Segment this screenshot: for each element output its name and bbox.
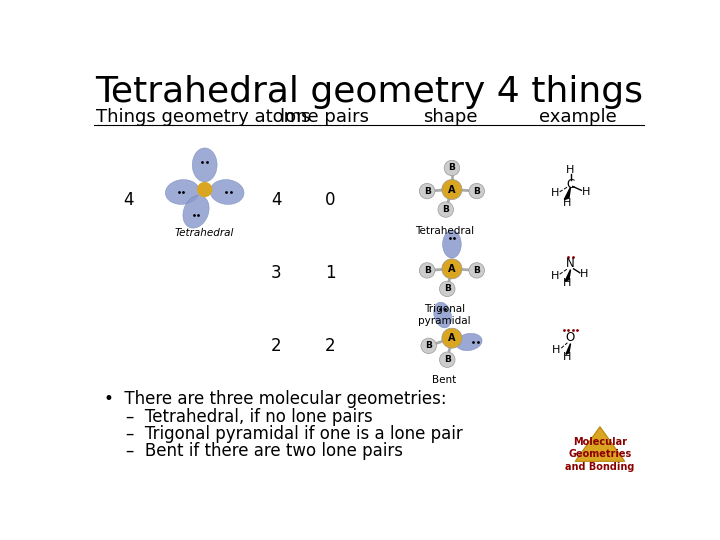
Text: –  Bent if there are two lone pairs: – Bent if there are two lone pairs: [126, 442, 402, 460]
Ellipse shape: [210, 180, 244, 205]
Text: –  Tetrahedral, if no lone pairs: – Tetrahedral, if no lone pairs: [126, 408, 372, 426]
Text: B: B: [444, 285, 451, 293]
Ellipse shape: [443, 231, 462, 258]
Text: 4: 4: [271, 191, 282, 208]
Text: B: B: [423, 187, 431, 195]
Circle shape: [421, 338, 436, 354]
Text: Trigonal
pyramidal: Trigonal pyramidal: [418, 304, 470, 326]
Text: H: H: [562, 198, 571, 207]
Text: 2: 2: [271, 337, 282, 355]
Text: Things geometry atoms: Things geometry atoms: [96, 108, 311, 126]
Text: H: H: [580, 269, 589, 279]
Text: B: B: [444, 355, 451, 364]
Circle shape: [439, 281, 455, 296]
Text: 1: 1: [325, 264, 336, 282]
Text: B: B: [473, 266, 480, 275]
Text: H: H: [562, 279, 571, 288]
Circle shape: [442, 179, 462, 200]
Circle shape: [442, 328, 462, 348]
Text: Bent: Bent: [432, 375, 456, 385]
Text: shape: shape: [423, 108, 478, 126]
Text: C: C: [567, 178, 575, 191]
Text: H: H: [551, 188, 559, 198]
Circle shape: [469, 262, 485, 278]
Text: example: example: [539, 108, 617, 126]
Polygon shape: [564, 187, 570, 200]
Circle shape: [419, 184, 435, 199]
Text: lone pairs: lone pairs: [280, 108, 369, 126]
Text: –  Trigonal pyramidal if one is a lone pair: – Trigonal pyramidal if one is a lone pa…: [126, 425, 462, 443]
Text: Tetrahedral: Tetrahedral: [175, 228, 235, 238]
Circle shape: [469, 184, 485, 199]
Text: H: H: [552, 345, 561, 355]
Text: B: B: [423, 266, 431, 275]
Text: 0: 0: [325, 191, 336, 208]
Text: Tetrahedral: Tetrahedral: [415, 226, 474, 237]
Text: Tetrahedral geometry 4 things: Tetrahedral geometry 4 things: [95, 75, 643, 109]
Text: B: B: [442, 205, 449, 214]
Text: N: N: [566, 257, 575, 270]
Text: B: B: [449, 164, 455, 172]
Ellipse shape: [192, 148, 217, 182]
Polygon shape: [575, 427, 625, 461]
Text: 3: 3: [271, 264, 282, 282]
Circle shape: [198, 183, 212, 197]
Ellipse shape: [456, 333, 482, 350]
Text: H: H: [567, 165, 575, 176]
Circle shape: [444, 160, 459, 176]
Text: A: A: [448, 264, 456, 274]
Text: O: O: [566, 331, 575, 344]
Text: A: A: [448, 185, 456, 194]
Ellipse shape: [433, 302, 451, 328]
Text: H: H: [563, 353, 572, 362]
Polygon shape: [565, 269, 570, 281]
Circle shape: [439, 352, 455, 367]
Circle shape: [438, 202, 454, 217]
Text: B: B: [426, 341, 432, 350]
Text: 2: 2: [325, 337, 336, 355]
Text: A: A: [448, 333, 456, 343]
Text: H: H: [582, 187, 590, 197]
Text: 4: 4: [124, 191, 134, 208]
Circle shape: [419, 262, 435, 278]
Ellipse shape: [166, 180, 199, 205]
Text: B: B: [473, 187, 480, 195]
Text: H: H: [551, 271, 559, 281]
Text: •  There are three molecular geometries:: • There are three molecular geometries:: [104, 390, 446, 408]
Polygon shape: [566, 343, 570, 354]
Ellipse shape: [183, 195, 209, 228]
Circle shape: [442, 259, 462, 279]
Text: Molecular
Geometries
and Bonding: Molecular Geometries and Bonding: [565, 437, 634, 471]
